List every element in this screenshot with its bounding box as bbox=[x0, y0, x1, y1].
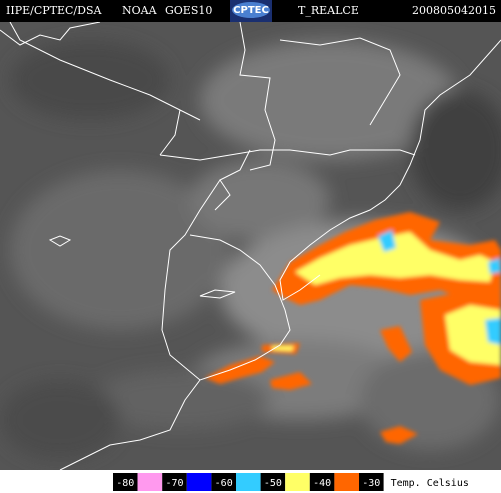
legend-label: -70 bbox=[165, 478, 183, 489]
cold-cloud-tops bbox=[205, 212, 501, 444]
legend-label: -60 bbox=[215, 478, 233, 489]
legend-label: -40 bbox=[313, 478, 331, 489]
legend-label: -80 bbox=[116, 478, 134, 489]
legend-swatch bbox=[334, 473, 359, 491]
legend-label-box bbox=[211, 473, 236, 491]
header-timestamp: 200805042015 bbox=[412, 4, 496, 17]
legend-label: -50 bbox=[264, 478, 282, 489]
header-satellite: NOAA bbox=[122, 4, 158, 17]
logo-shape bbox=[232, 2, 270, 18]
logo-text: CPTEC bbox=[233, 5, 269, 16]
legend-swatch bbox=[186, 473, 212, 491]
legend-label: -30 bbox=[362, 478, 380, 489]
header-instrument: GOES10 bbox=[165, 4, 212, 17]
header-source: IIPE/CPTEC/DSA bbox=[6, 4, 102, 17]
legend-label-box bbox=[113, 473, 138, 491]
legend-swatch bbox=[137, 473, 163, 491]
legend-label-box bbox=[359, 473, 384, 491]
legend-unit: Temp. Celsius bbox=[391, 478, 469, 489]
legend-label-box bbox=[260, 473, 286, 491]
legend-label-box bbox=[162, 473, 187, 491]
legend-label-box bbox=[309, 473, 335, 491]
legend-swatch bbox=[285, 473, 310, 491]
coastlines-and-borders bbox=[0, 21, 501, 471]
header-product: T_REALCE bbox=[298, 4, 359, 17]
legend-swatch bbox=[236, 473, 261, 491]
legend: -80 -70 -60 -50 -40 -30 Temp. Celsius bbox=[113, 473, 469, 491]
